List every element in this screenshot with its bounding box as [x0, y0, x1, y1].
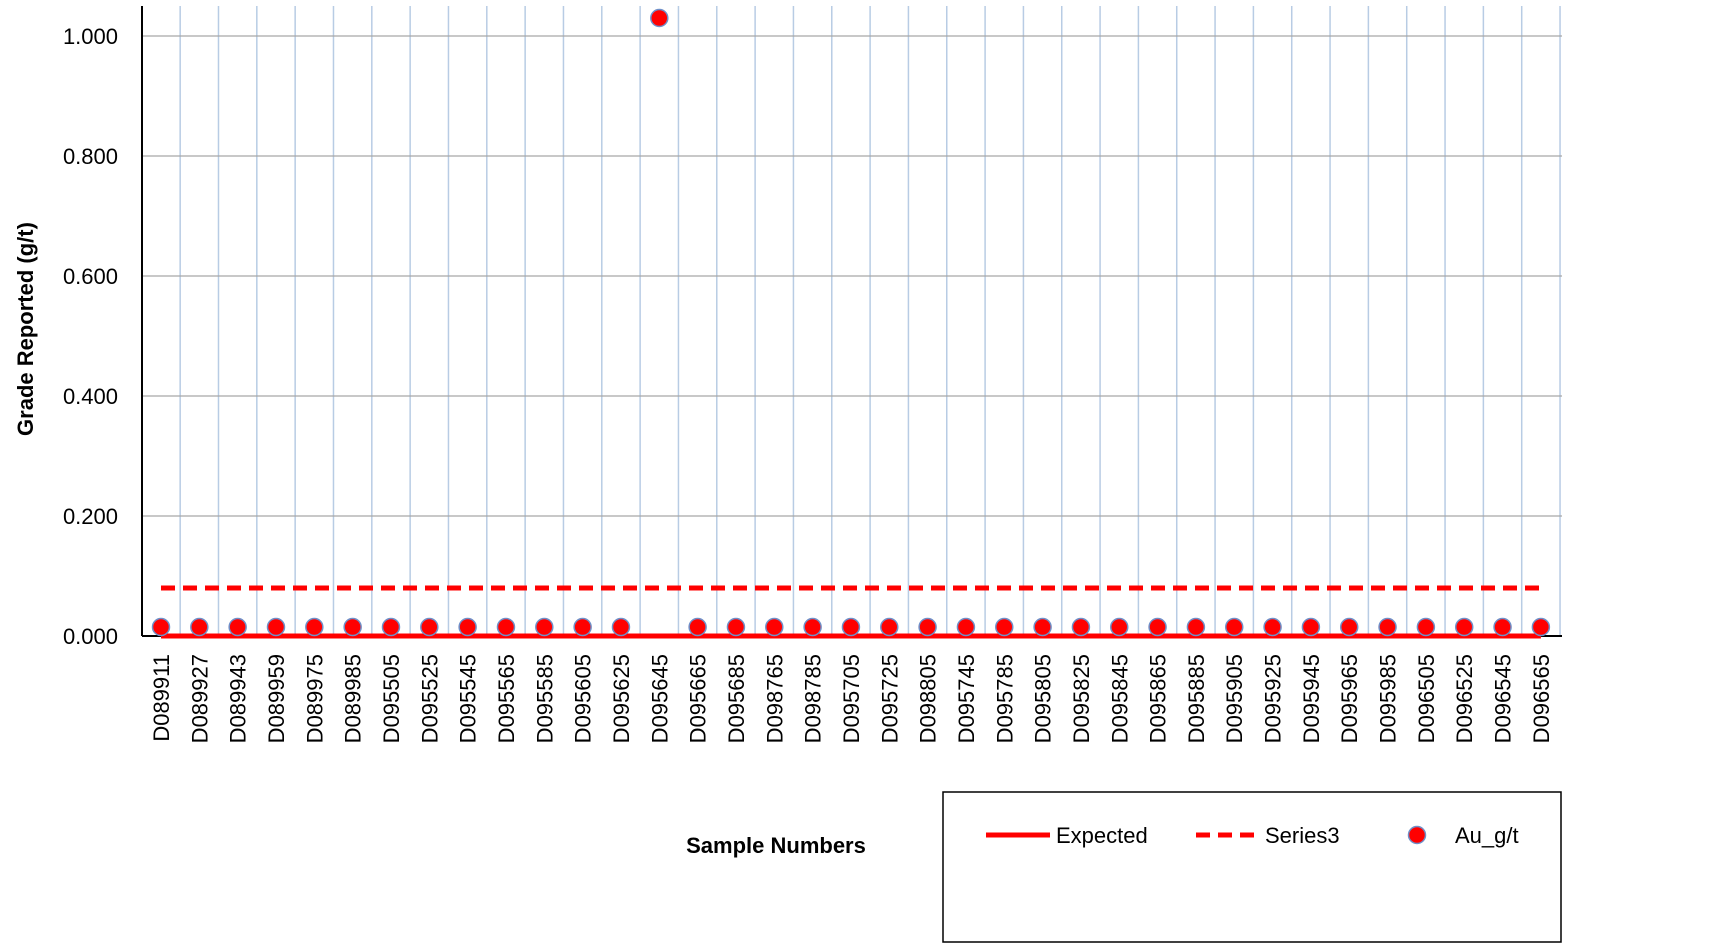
x-tick-label: D095965 [1337, 654, 1362, 743]
data-point [228, 617, 247, 637]
data-point [151, 617, 171, 637]
legend-marker [1407, 825, 1427, 845]
x-tick-label: D095945 [1299, 654, 1324, 743]
data-point [803, 617, 822, 637]
data-point [688, 617, 707, 637]
data-point [305, 617, 324, 637]
x-tick-label: D089975 [302, 654, 327, 743]
x-tick-label: D095605 [571, 654, 596, 743]
axis-layer [141, 6, 1562, 637]
x-tick-label: D095805 [1031, 654, 1056, 743]
legend-label: Expected [1056, 823, 1148, 848]
x-tick-label: D089959 [264, 654, 289, 743]
x-tick-label: D095645 [647, 654, 672, 743]
x-tick-label: D098805 [916, 654, 941, 743]
data-point [1033, 617, 1052, 637]
x-tick-label: D095785 [992, 654, 1017, 743]
x-tick-label: D095525 [417, 654, 442, 743]
y-tick-label: 0.200 [63, 504, 118, 529]
y-tick-label: 0.400 [63, 384, 118, 409]
data-point [1263, 617, 1282, 637]
data-point [765, 617, 784, 637]
y-tick-label: 1.000 [63, 24, 118, 49]
data-point [880, 617, 899, 637]
y-tick-label: 0.800 [63, 144, 118, 169]
data-point [1148, 617, 1167, 637]
data-point [190, 617, 209, 637]
data-point [266, 617, 286, 637]
legend-label: Au_g/t [1455, 823, 1519, 848]
data-point [458, 617, 477, 637]
data-point [381, 617, 401, 637]
y-tick-label: 0.600 [63, 264, 118, 289]
data-point [420, 617, 439, 637]
data-point [995, 617, 1014, 637]
x-tick-label: D095545 [456, 654, 481, 743]
x-tick-label: D095925 [1261, 654, 1286, 743]
x-tick-label: D095665 [686, 654, 711, 743]
x-tick-label: D096545 [1491, 654, 1516, 743]
series-layer [151, 8, 1551, 639]
x-tick-label: D089985 [341, 654, 366, 743]
label-layer: 0.000 0.200 0.400 0.600 0.800 1.000 D089911 D08… [63, 24, 1554, 743]
data-point [650, 8, 669, 28]
data-point [841, 617, 861, 637]
legend-label: Series3 [1265, 823, 1340, 848]
x-tick-label: D095865 [1146, 654, 1171, 743]
x-tick-label: D095745 [954, 654, 979, 743]
x-tick-label: D095585 [532, 654, 557, 743]
x-tick-label: D095905 [1222, 654, 1247, 743]
x-tick-label: D098785 [801, 654, 826, 743]
x-tick-label: D096505 [1414, 654, 1439, 743]
data-point [1416, 617, 1436, 637]
y-tick-label: 0.000 [63, 624, 118, 649]
data-point [1454, 617, 1474, 637]
x-tick-label: D095985 [1376, 654, 1401, 743]
data-point [1110, 617, 1129, 637]
x-axis-title: Sample Numbers [686, 833, 866, 858]
x-tick-label: D095625 [609, 654, 634, 743]
x-tick-label: D095885 [1184, 654, 1209, 743]
legend-box [942, 791, 1562, 943]
data-point [496, 617, 516, 637]
data-point [1531, 617, 1551, 637]
data-point [1186, 617, 1206, 637]
data-point [726, 617, 746, 637]
x-tick-label: D095505 [379, 654, 404, 743]
data-point [573, 617, 592, 637]
x-tick-label: D095685 [724, 654, 749, 743]
x-tick-label: D096565 [1529, 654, 1554, 743]
data-point [343, 617, 362, 637]
x-tick-label: D089911 [149, 654, 174, 742]
x-tick-label: D095565 [494, 654, 519, 743]
data-point [1493, 617, 1512, 637]
x-tick-label: D098765 [762, 654, 787, 743]
data-point [1071, 617, 1091, 637]
y-axis-title: Grade Reported (g/t) [13, 222, 38, 436]
data-point [611, 617, 631, 637]
x-tick-label: D095845 [1107, 654, 1132, 743]
x-tick-label: D096525 [1452, 654, 1477, 743]
data-point [956, 617, 976, 637]
data-point [1224, 617, 1244, 637]
x-tick-label: D095705 [839, 654, 864, 743]
data-point [535, 617, 554, 637]
x-tick-label: D095725 [877, 654, 902, 743]
x-tick-label: D089927 [187, 654, 212, 743]
grid-layer [142, 6, 1562, 636]
data-point [918, 617, 937, 637]
legend: Expected Series3 Au_g/t [942, 791, 1562, 943]
x-tick-label: D095825 [1069, 654, 1094, 743]
data-point [1378, 617, 1397, 637]
data-point [1301, 617, 1321, 637]
data-point [1339, 617, 1359, 637]
x-tick-label: D089943 [226, 654, 251, 743]
